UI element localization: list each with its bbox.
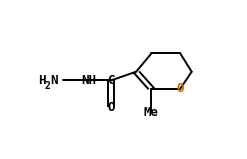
Text: O: O — [176, 82, 184, 95]
Text: C: C — [107, 74, 115, 87]
Text: Me: Me — [144, 106, 159, 119]
Text: NH: NH — [81, 74, 96, 87]
Text: N: N — [50, 74, 58, 87]
Text: 2: 2 — [45, 81, 51, 91]
Text: O: O — [107, 101, 115, 114]
Text: H: H — [38, 74, 45, 87]
